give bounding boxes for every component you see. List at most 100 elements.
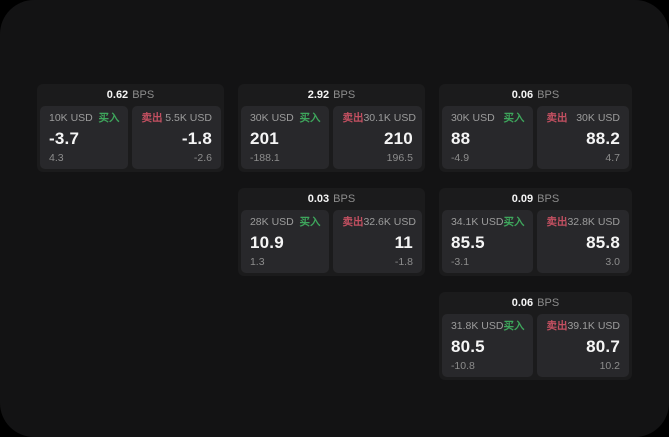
- sell-amount: 30K USD: [576, 112, 620, 124]
- bps-value: 0.03: [307, 192, 330, 205]
- sell-amount: 32.8K USD: [567, 216, 620, 228]
- sell-label: 卖出: [141, 112, 163, 124]
- bps-value: 0.62: [106, 88, 129, 101]
- buy-tile-header: 30K USD 买入: [451, 113, 525, 124]
- buy-sub-value: -4.9: [450, 151, 470, 164]
- quote-card: 0.62 BPS 10K USD 买入 -3.7 4.3 卖出 5.5K USD…: [37, 84, 224, 172]
- quote-panels: 34.1K USD 买入 85.5 -3.1 卖出 32.8K USD 85.8…: [441, 210, 629, 273]
- buy-quote-tile[interactable]: 28K USD 买入 10.9 1.3: [240, 210, 330, 273]
- sell-quote-tile[interactable]: 卖出 32.8K USD 85.8 3.0: [537, 210, 629, 273]
- buy-amount: 31.8K USD: [450, 320, 504, 332]
- sell-sub-value: 10.2: [599, 359, 620, 372]
- buy-price: 85.5: [450, 232, 485, 252]
- sell-quote-tile[interactable]: 卖出 30K USD 88.2 4.7: [537, 106, 629, 169]
- buy-price: -3.7: [49, 128, 80, 148]
- bps-value: 0.06: [511, 88, 534, 101]
- buy-quote-tile[interactable]: 30K USD 买入 201 -188.1: [240, 106, 330, 169]
- sell-amount: 30.1K USD: [363, 112, 416, 124]
- sell-tile-header: 卖出 5.5K USD: [141, 113, 211, 124]
- buy-quote-tile[interactable]: 34.1K USD 买入 85.5 -3.1: [441, 210, 534, 273]
- quote-panels: 28K USD 买入 10.9 1.3 卖出 32.6K USD 11 -1.8: [240, 210, 422, 273]
- sell-price: -1.8: [181, 128, 212, 148]
- sell-tile-header: 卖出 32.8K USD: [546, 217, 620, 228]
- quote-card: 0.06 BPS 31.8K USD 买入 80.5 -10.8 卖出 39.1…: [438, 292, 632, 380]
- sell-price: 88.2: [586, 128, 620, 148]
- card-header: 2.92 BPS: [241, 84, 422, 106]
- sell-price: 210: [383, 128, 413, 148]
- sell-quote-tile[interactable]: 卖出 32.6K USD 11 -1.8: [333, 210, 422, 273]
- buy-amount: 30K USD: [249, 112, 294, 124]
- quote-card: 0.06 BPS 30K USD 买入 88 -4.9 卖出 30K USD 8…: [438, 84, 632, 172]
- buy-price: 201: [249, 128, 279, 148]
- sell-quote-tile[interactable]: 卖出 39.1K USD 80.7 10.2: [537, 314, 629, 377]
- buy-tile-header: 10K USD 买入: [49, 113, 119, 124]
- bps-unit-label: BPS: [537, 192, 560, 205]
- bps-value: 2.92: [307, 88, 330, 101]
- bps-unit-label: BPS: [333, 192, 356, 205]
- buy-price: 10.9: [249, 232, 284, 252]
- sell-tile-header: 卖出 30K USD: [546, 113, 620, 124]
- bps-unit-label: BPS: [537, 296, 560, 309]
- sell-quote-tile[interactable]: 卖出 5.5K USD -1.8 -2.6: [132, 106, 221, 169]
- buy-label: 买入: [503, 112, 525, 124]
- buy-sub-value: 1.3: [249, 255, 265, 268]
- buy-sub-value: -3.1: [450, 255, 470, 268]
- buy-label: 买入: [503, 320, 525, 332]
- bps-unit-label: BPS: [132, 88, 155, 101]
- sell-price: 80.7: [586, 336, 620, 356]
- quote-card: 0.03 BPS 28K USD 买入 10.9 1.3 卖出 32.6K US…: [237, 188, 425, 276]
- buy-quote-tile[interactable]: 31.8K USD 买入 80.5 -10.8: [441, 314, 534, 377]
- buy-label: 买入: [98, 112, 120, 124]
- buy-amount: 34.1K USD: [450, 216, 504, 228]
- buy-tile-header: 31.8K USD 买入: [451, 321, 525, 332]
- buy-amount: 28K USD: [249, 216, 294, 228]
- buy-quote-tile[interactable]: 30K USD 买入 88 -4.9: [441, 106, 534, 169]
- quote-board: 0.62 BPS 10K USD 买入 -3.7 4.3 卖出 5.5K USD…: [37, 84, 632, 380]
- sell-amount: 5.5K USD: [165, 112, 212, 124]
- quote-panels: 30K USD 买入 201 -188.1 卖出 30.1K USD 210 1…: [240, 106, 422, 169]
- sell-price: 11: [394, 232, 413, 252]
- card-header: 0.62 BPS: [40, 84, 221, 106]
- card-header: 0.03 BPS: [241, 188, 422, 210]
- sell-label: 卖出: [546, 216, 568, 228]
- buy-amount: 10K USD: [49, 112, 93, 124]
- buy-tile-header: 28K USD 买入: [250, 217, 320, 228]
- card-header: 0.06 BPS: [442, 292, 629, 314]
- buy-tile-header: 34.1K USD 买入: [451, 217, 525, 228]
- sell-sub-value: -2.6: [193, 151, 212, 164]
- sell-label: 卖出: [546, 112, 568, 124]
- sell-sub-value: 196.5: [386, 151, 413, 164]
- buy-amount: 30K USD: [450, 112, 495, 124]
- buy-sub-value: -10.8: [450, 359, 475, 372]
- bps-value: 0.09: [511, 192, 534, 205]
- sell-tile-header: 卖出 39.1K USD: [546, 321, 620, 332]
- sell-label: 卖出: [546, 320, 568, 332]
- quote-panels: 30K USD 买入 88 -4.9 卖出 30K USD 88.2 4.7: [441, 106, 629, 169]
- bps-unit-label: BPS: [333, 88, 356, 101]
- sell-label: 卖出: [342, 216, 364, 228]
- buy-label: 买入: [503, 216, 525, 228]
- sell-amount: 32.6K USD: [363, 216, 416, 228]
- sell-amount: 39.1K USD: [567, 320, 620, 332]
- buy-quote-tile[interactable]: 10K USD 买入 -3.7 4.3: [40, 106, 129, 169]
- sell-tile-header: 卖出 30.1K USD: [342, 112, 416, 124]
- buy-sub-value: 4.3: [49, 151, 64, 164]
- buy-sub-value: -188.1: [249, 151, 280, 164]
- sell-sub-value: -1.8: [394, 255, 413, 268]
- buy-tile-header: 30K USD 买入: [250, 113, 320, 124]
- sell-quote-tile[interactable]: 卖出 30.1K USD 210 196.5: [333, 106, 422, 169]
- sell-label: 卖出: [342, 112, 364, 124]
- sell-sub-value: 4.7: [605, 151, 620, 164]
- buy-price: 80.5: [450, 336, 485, 356]
- card-header: 0.06 BPS: [442, 84, 629, 106]
- sell-sub-value: 3.0: [605, 255, 620, 268]
- quote-card: 0.09 BPS 34.1K USD 买入 85.5 -3.1 卖出 32.8K…: [438, 188, 632, 276]
- quote-panels: 10K USD 买入 -3.7 4.3 卖出 5.5K USD -1.8 -2.…: [40, 106, 221, 169]
- sell-price: 85.8: [586, 232, 620, 252]
- quote-card: 2.92 BPS 30K USD 买入 201 -188.1 卖出 30.1K …: [237, 84, 425, 172]
- bps-unit-label: BPS: [537, 88, 560, 101]
- buy-price: 88: [450, 128, 471, 148]
- card-header: 0.09 BPS: [442, 188, 629, 210]
- buy-label: 买入: [299, 216, 321, 228]
